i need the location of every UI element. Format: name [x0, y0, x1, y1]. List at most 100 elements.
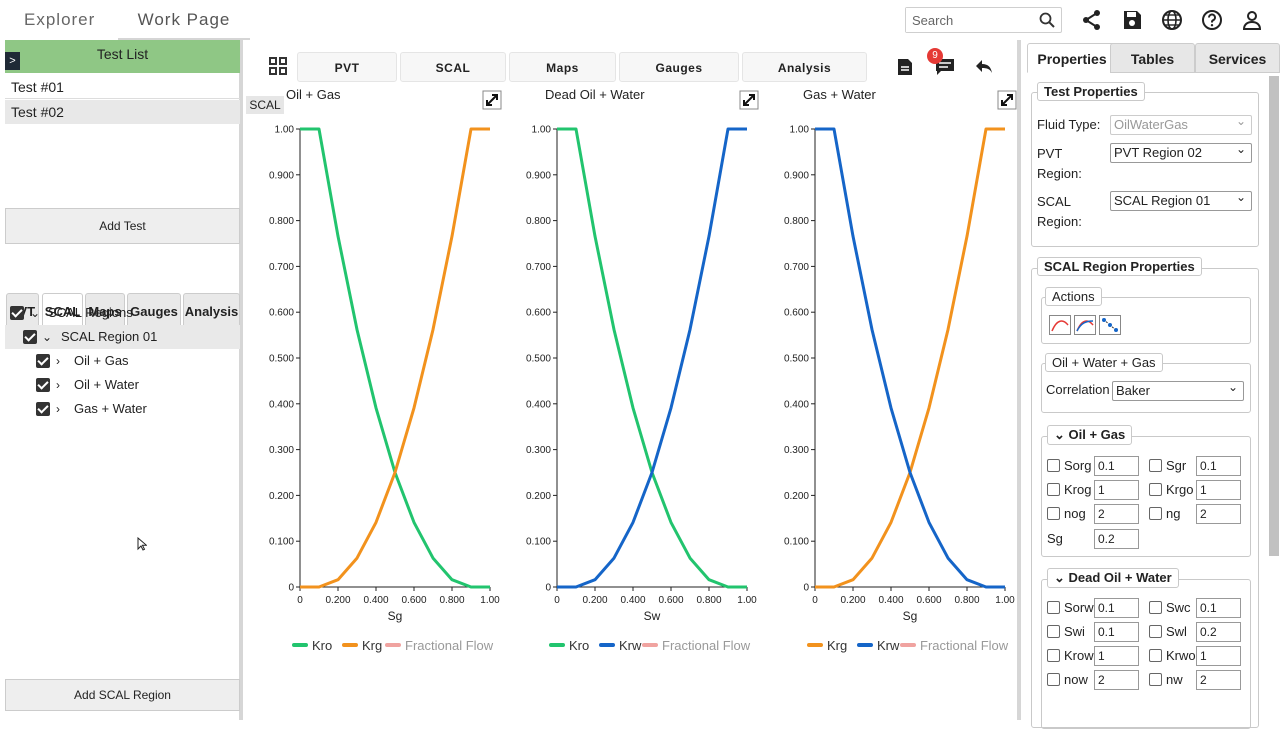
param-checkbox[interactable]	[1047, 649, 1060, 662]
tab-explorer[interactable]: Explorer	[24, 10, 96, 29]
param-checkbox[interactable]	[1047, 483, 1060, 496]
param-input[interactable]: 0.1	[1094, 598, 1139, 618]
add-scal-region-button[interactable]: Add SCAL Region	[5, 679, 240, 711]
legend-swatch[interactable]	[857, 643, 873, 647]
param-input[interactable]: 1	[1094, 646, 1139, 666]
sg-input[interactable]: 0.2	[1094, 529, 1139, 549]
param-checkbox[interactable]	[1047, 673, 1060, 686]
tree-child-row[interactable]: › Gas + Water	[5, 397, 240, 421]
param-input[interactable]: 1	[1196, 480, 1241, 500]
tab-work-page[interactable]: Work Page	[118, 0, 250, 40]
pvt-region-select[interactable]: PVT Region 02	[1110, 140, 1252, 163]
tab-tables[interactable]: Tables	[1110, 43, 1195, 73]
expand-icon[interactable]	[997, 90, 1017, 110]
scrollbar-thumb[interactable]	[1269, 76, 1279, 556]
param-checkbox[interactable]	[1149, 673, 1162, 686]
left-tab-analysis[interactable]: Analysis	[183, 293, 240, 329]
checkbox-checked-icon[interactable]	[23, 330, 37, 344]
param-input[interactable]: 0.1	[1094, 622, 1139, 642]
checkbox-checked-icon[interactable]	[36, 402, 50, 416]
search-box[interactable]	[905, 7, 1062, 33]
param-checkbox[interactable]	[1047, 507, 1060, 520]
comment-icon[interactable]	[935, 58, 955, 76]
param-input[interactable]: 0.2	[1196, 622, 1241, 642]
curve-action-icon[interactable]	[1049, 315, 1071, 335]
tree-child-row[interactable]: › Oil + Gas	[5, 349, 240, 373]
expand-icon[interactable]	[739, 90, 759, 110]
legend-label[interactable]: Kro	[569, 638, 589, 653]
param-checkbox[interactable]	[1149, 507, 1162, 520]
param-checkbox[interactable]	[1149, 649, 1162, 662]
param-checkbox[interactable]	[1047, 625, 1060, 638]
legend-label[interactable]: Krw	[877, 638, 900, 653]
legend-swatch[interactable]	[292, 643, 308, 647]
add-test-button[interactable]: Add Test	[5, 208, 240, 244]
grid-icon[interactable]	[269, 57, 287, 75]
search-icon[interactable]	[1039, 12, 1055, 28]
oil-water-legend[interactable]: ⌄ Dead Oil + Water	[1047, 568, 1179, 588]
tree-root-row[interactable]: ⌄ SCAL Regions	[5, 301, 240, 325]
legend-swatch[interactable]	[342, 643, 358, 647]
tab-services[interactable]: Services	[1195, 43, 1280, 73]
param-checkbox[interactable]	[1149, 459, 1162, 472]
tree-child-row[interactable]: › Oil + Water	[5, 373, 240, 397]
legend-label[interactable]: Fractional Flow	[920, 638, 1009, 653]
test-item-2[interactable]: Test #02	[5, 100, 240, 124]
legend-swatch[interactable]	[549, 643, 565, 647]
document-icon[interactable]	[896, 58, 914, 76]
legend-swatch[interactable]	[599, 643, 615, 647]
tree-region-row[interactable]: ⌄ SCAL Region 01	[5, 325, 240, 349]
legend-label[interactable]: Krg	[362, 638, 382, 653]
param-checkbox[interactable]	[1047, 459, 1060, 472]
expand-icon[interactable]	[482, 90, 502, 110]
help-icon[interactable]	[1200, 8, 1224, 32]
center-tab-gauges[interactable]: Gauges	[619, 52, 739, 82]
chevron-down-icon[interactable]: ⌄	[42, 330, 53, 344]
user-icon[interactable]	[1240, 8, 1264, 32]
globe-icon[interactable]	[1160, 8, 1184, 32]
checkbox-checked-icon[interactable]	[36, 378, 50, 392]
search-input[interactable]	[906, 8, 1031, 32]
chevron-right-icon[interactable]: ›	[56, 378, 60, 392]
left-tab-gauges[interactable]: Gauges	[127, 293, 181, 329]
param-input[interactable]: 2	[1196, 670, 1241, 690]
legend-swatch[interactable]	[642, 643, 658, 647]
chevron-right-icon[interactable]: ›	[56, 354, 60, 368]
center-tab-maps[interactable]: Maps	[509, 52, 616, 82]
checkbox-checked-icon[interactable]	[10, 306, 24, 320]
center-tab-analysis[interactable]: Analysis	[742, 52, 867, 82]
undo-icon[interactable]	[975, 59, 993, 75]
multi-curve-action-icon[interactable]	[1074, 315, 1096, 335]
center-tab-scal[interactable]: SCAL	[400, 52, 506, 82]
param-input[interactable]: 0.1	[1196, 598, 1241, 618]
param-input[interactable]: 2	[1196, 504, 1241, 524]
legend-swatch[interactable]	[385, 643, 401, 647]
scatter-action-icon[interactable]	[1099, 315, 1121, 335]
param-input[interactable]: 0.1	[1094, 456, 1139, 476]
param-checkbox[interactable]	[1149, 625, 1162, 638]
legend-swatch[interactable]	[900, 643, 916, 647]
chevron-down-icon[interactable]: ⌄	[30, 306, 41, 320]
center-tab-pvt[interactable]: PVT	[297, 52, 397, 82]
left-tab-maps[interactable]: Maps	[85, 293, 125, 329]
correlation-select[interactable]: Baker	[1112, 378, 1244, 401]
share-icon[interactable]	[1080, 8, 1104, 32]
param-checkbox[interactable]	[1149, 601, 1162, 614]
save-icon[interactable]	[1120, 8, 1144, 32]
legend-label[interactable]: Krg	[827, 638, 847, 653]
checkbox-checked-icon[interactable]	[36, 354, 50, 368]
param-input[interactable]: 0.1	[1196, 456, 1241, 476]
scal-region-select[interactable]: SCAL Region 01	[1110, 188, 1252, 211]
test-item-1[interactable]: Test #01	[5, 75, 240, 99]
legend-swatch[interactable]	[807, 643, 823, 647]
legend-label[interactable]: Fractional Flow	[662, 638, 751, 653]
expand-icon-arrow[interactable]	[1001, 94, 1013, 106]
param-input[interactable]: 2	[1094, 504, 1139, 524]
param-input[interactable]: 1	[1196, 646, 1241, 666]
param-input[interactable]: 1	[1094, 480, 1139, 500]
legend-label[interactable]: Fractional Flow	[405, 638, 494, 653]
legend-label[interactable]: Krw	[619, 638, 642, 653]
expand-icon-arrow[interactable]	[743, 94, 755, 106]
legend-label[interactable]: Kro	[312, 638, 332, 653]
collapse-toggle-icon[interactable]: >	[5, 52, 20, 70]
